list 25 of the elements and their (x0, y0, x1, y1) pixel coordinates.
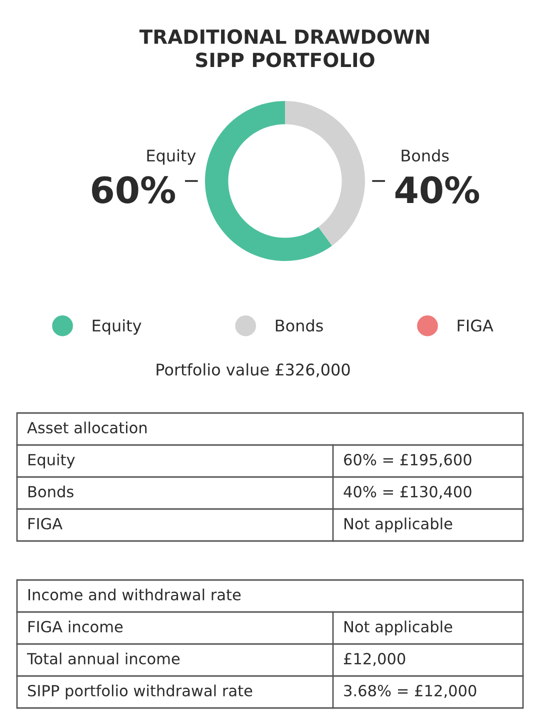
text: SIPP portfolio withdrawal rate (28, 684, 252, 700)
text: Not applicable (344, 620, 452, 636)
text: FIGA (28, 518, 62, 530)
legend-label: Equity (92, 319, 142, 335)
text: Equity (28, 454, 75, 468)
donut-slice (285, 101, 365, 246)
data-label: 60% (92, 176, 176, 204)
data-label: 40% (395, 176, 480, 204)
text: FIGA income (28, 620, 123, 632)
text: Bonds (28, 486, 74, 498)
text: Total annual income (26, 652, 180, 664)
text: 3.68% = £12,000 (344, 684, 476, 698)
text: £12,000 (344, 652, 406, 666)
chart-title: TRADITIONAL DRAWDOWN SIPP PORTFOLIO (139, 29, 429, 68)
legend-label: FIGA (458, 320, 494, 332)
text: 40% = £130,400 (344, 486, 472, 499)
donut-slice (205, 101, 332, 261)
text: Not applicable (344, 518, 452, 532)
text: Asset allocation (27, 422, 147, 434)
slice-label: Equity (147, 149, 196, 165)
legend-label: Bonds (276, 319, 323, 332)
text: 60% = £195,600 (344, 454, 472, 467)
slice-label: Bonds (402, 149, 449, 162)
text: Income and withdrawal rate (28, 588, 241, 600)
text: Portfolio value £326,000 (156, 363, 350, 378)
